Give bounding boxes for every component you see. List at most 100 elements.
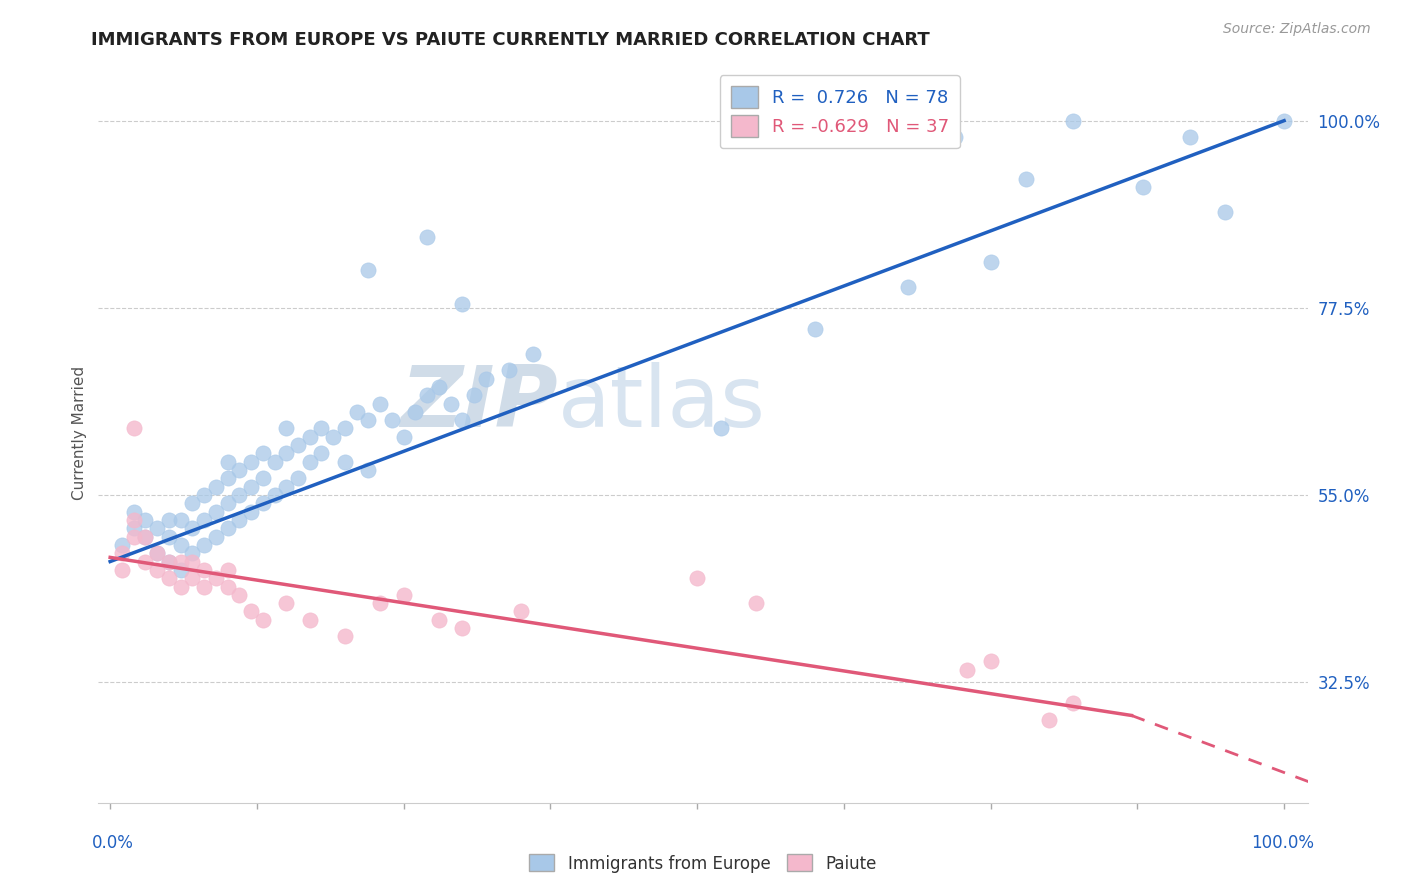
Point — [204, 530, 226, 544]
Point — [745, 596, 768, 610]
Point — [298, 455, 321, 469]
Point — [276, 480, 298, 494]
Point — [1180, 130, 1202, 145]
Point — [217, 471, 239, 485]
Point — [240, 505, 263, 519]
Point — [122, 530, 145, 544]
Point — [439, 396, 461, 410]
Point — [416, 388, 439, 402]
Point — [368, 396, 391, 410]
Point — [193, 538, 215, 552]
Text: ZIP: ZIP — [401, 361, 558, 444]
Point — [451, 621, 474, 635]
Point — [803, 321, 825, 335]
Point — [122, 521, 145, 535]
Point — [169, 538, 191, 552]
Point — [252, 496, 274, 510]
Point — [956, 663, 979, 677]
Point — [252, 471, 274, 485]
Point — [122, 505, 145, 519]
Point — [204, 480, 226, 494]
Point — [228, 463, 250, 477]
Point — [169, 580, 191, 594]
Point — [333, 421, 356, 435]
Point — [157, 530, 180, 544]
Point — [217, 455, 239, 469]
Point — [217, 580, 239, 594]
Point — [980, 255, 1002, 269]
Point — [111, 538, 134, 552]
Point — [181, 555, 204, 569]
Text: 0.0%: 0.0% — [91, 834, 134, 852]
Point — [276, 446, 298, 460]
Point — [276, 596, 298, 610]
Point — [463, 388, 485, 402]
Point — [228, 588, 250, 602]
Point — [298, 430, 321, 444]
Point — [228, 513, 250, 527]
Point — [204, 505, 226, 519]
Point — [686, 571, 709, 585]
Text: Source: ZipAtlas.com: Source: ZipAtlas.com — [1223, 22, 1371, 37]
Point — [298, 613, 321, 627]
Point — [498, 363, 520, 377]
Point — [510, 605, 533, 619]
Point — [1038, 713, 1060, 727]
Point — [193, 563, 215, 577]
Point — [311, 421, 333, 435]
Legend: Immigrants from Europe, Paiute: Immigrants from Europe, Paiute — [523, 847, 883, 880]
Point — [146, 546, 169, 560]
Text: atlas: atlas — [558, 361, 766, 444]
Point — [217, 521, 239, 535]
Point — [276, 421, 298, 435]
Point — [322, 430, 344, 444]
Point — [381, 413, 404, 427]
Point — [287, 471, 309, 485]
Point — [311, 446, 333, 460]
Legend: R =  0.726   N = 78, R = -0.629   N = 37: R = 0.726 N = 78, R = -0.629 N = 37 — [720, 75, 960, 148]
Point — [357, 263, 380, 277]
Point — [228, 488, 250, 502]
Point — [181, 546, 204, 560]
Point — [111, 546, 134, 560]
Point — [240, 605, 263, 619]
Point — [522, 346, 544, 360]
Point — [333, 455, 356, 469]
Point — [1272, 113, 1295, 128]
Point — [475, 371, 498, 385]
Point — [134, 530, 156, 544]
Point — [710, 421, 733, 435]
Point — [392, 588, 415, 602]
Point — [333, 629, 356, 643]
Point — [169, 563, 191, 577]
Point — [1062, 696, 1084, 710]
Point — [193, 513, 215, 527]
Y-axis label: Currently Married: Currently Married — [72, 366, 87, 500]
Point — [404, 405, 426, 419]
Point — [240, 480, 263, 494]
Point — [1015, 172, 1038, 186]
Point — [134, 555, 156, 569]
Point — [169, 555, 191, 569]
Point — [122, 513, 145, 527]
Point — [181, 571, 204, 585]
Point — [134, 530, 156, 544]
Point — [980, 654, 1002, 668]
Point — [427, 380, 450, 394]
Point — [111, 563, 134, 577]
Point — [368, 596, 391, 610]
Point — [357, 413, 380, 427]
Point — [122, 421, 145, 435]
Point — [252, 446, 274, 460]
Point — [1132, 180, 1154, 194]
Point — [181, 521, 204, 535]
Point — [416, 230, 439, 244]
Point — [217, 563, 239, 577]
Point — [1062, 113, 1084, 128]
Point — [134, 513, 156, 527]
Point — [287, 438, 309, 452]
Point — [157, 513, 180, 527]
Point — [897, 280, 920, 294]
Point — [1215, 205, 1237, 219]
Point — [146, 563, 169, 577]
